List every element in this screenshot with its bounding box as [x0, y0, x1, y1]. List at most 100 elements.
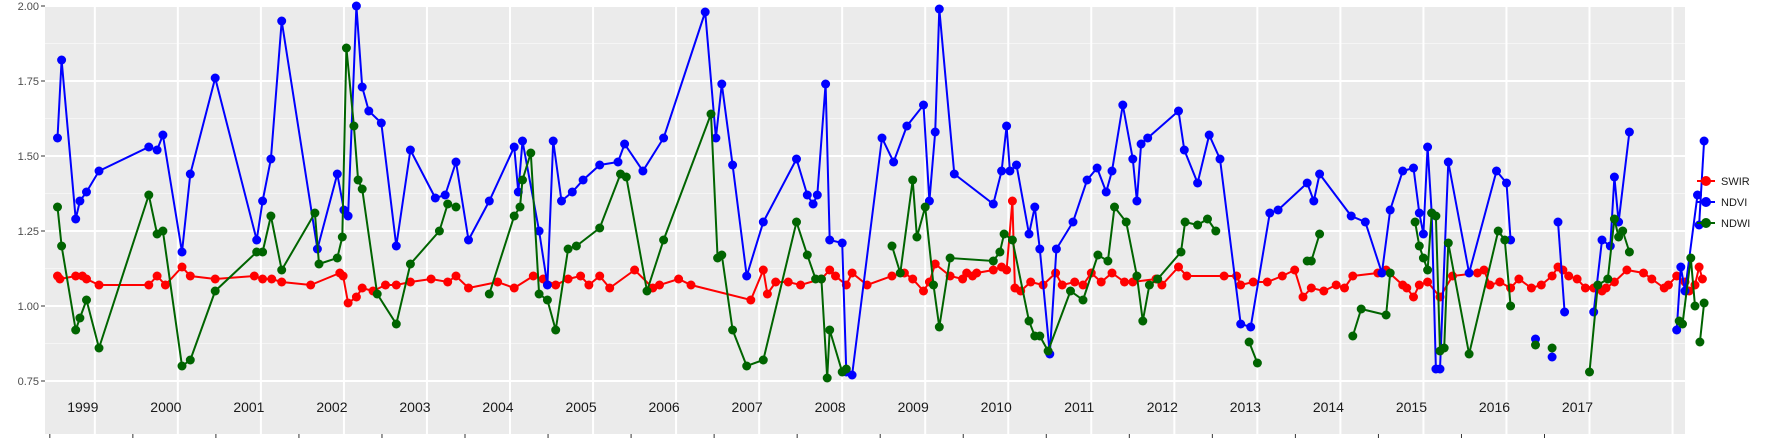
data-point [825, 325, 835, 335]
data-point [1236, 280, 1246, 290]
data-point [620, 139, 630, 149]
data-point [1495, 277, 1505, 287]
data-point [1193, 178, 1203, 188]
data-point [1663, 280, 1673, 290]
year-label: 2000 [150, 399, 181, 415]
year-label: 2016 [1479, 399, 1510, 415]
data-point [1514, 274, 1524, 284]
data-point [717, 79, 727, 89]
data-point [1215, 154, 1225, 164]
data-point [621, 172, 631, 182]
data-point [376, 118, 386, 128]
data-point [841, 364, 851, 374]
data-point [1078, 295, 1088, 305]
data-point [1103, 256, 1113, 266]
data-point [1597, 235, 1607, 245]
data-point [357, 283, 367, 293]
data-point [1002, 121, 1012, 131]
data-point [1043, 346, 1053, 356]
data-point [1298, 292, 1308, 302]
year-label: 2010 [981, 399, 1012, 415]
data-point [877, 133, 887, 143]
data-point [728, 325, 738, 335]
data-point [1306, 283, 1316, 293]
data-point [1697, 274, 1707, 284]
data-point [1609, 172, 1619, 182]
data-point [443, 277, 453, 287]
data-point [1306, 256, 1316, 266]
data-point [451, 271, 461, 281]
data-point [1204, 130, 1214, 140]
data-point [1443, 238, 1453, 248]
data-point [528, 271, 538, 281]
data-point [1506, 283, 1516, 293]
data-point [434, 226, 444, 236]
data-point [1423, 142, 1433, 152]
y-tick-label: 0.75 [18, 376, 39, 388]
y-tick-label: 1.50 [18, 151, 39, 163]
data-point [571, 241, 581, 251]
data-point [1536, 280, 1546, 290]
series-layer [53, 1, 1709, 383]
series-line [1351, 272, 1392, 337]
data-point [821, 79, 831, 89]
data-point [1348, 331, 1358, 341]
data-point [509, 142, 519, 152]
data-point [337, 232, 347, 242]
data-point [1107, 268, 1117, 278]
data-point [1136, 139, 1146, 149]
data-point [1414, 208, 1424, 218]
data-point [802, 250, 812, 260]
data-point [995, 247, 1005, 257]
data-point [1101, 187, 1111, 197]
data-point [808, 199, 818, 209]
data-point [1601, 283, 1611, 293]
data-point [655, 280, 664, 290]
year-label: 2007 [732, 399, 763, 415]
data-point [997, 166, 1007, 176]
data-point [1547, 271, 1557, 281]
year-label: 2002 [316, 399, 347, 415]
data-point [1118, 100, 1128, 110]
year-label: 2001 [233, 399, 264, 415]
data-point [742, 271, 752, 281]
data-point [1024, 229, 1034, 239]
data-point [1082, 175, 1092, 185]
legend-label: SWIR [1721, 176, 1750, 188]
y-axis: 0.75 1.00 1.25 1.50 1.75 2.00 [18, 1, 45, 388]
data-point [343, 298, 353, 308]
data-point [988, 256, 998, 266]
data-point [792, 217, 801, 227]
data-point [548, 136, 558, 146]
data-point [353, 175, 363, 185]
data-point [57, 241, 67, 251]
data-point [1464, 268, 1474, 278]
data-point [825, 265, 835, 275]
data-point [1423, 265, 1433, 275]
data-point [1144, 280, 1154, 290]
data-point [391, 280, 401, 290]
data-point [1211, 226, 1221, 236]
data-point [930, 127, 940, 137]
data-point [1377, 268, 1387, 278]
data-point [887, 241, 897, 251]
legend-key-point [1701, 176, 1711, 186]
data-point [306, 280, 316, 290]
data-point [75, 313, 85, 323]
data-point [567, 187, 577, 197]
data-point [185, 355, 195, 365]
data-point [889, 157, 899, 167]
data-point [1012, 160, 1021, 170]
data-point [144, 280, 154, 290]
data-point [82, 274, 91, 284]
data-point [277, 16, 287, 26]
data-point [1068, 217, 1078, 227]
data-point [1618, 226, 1628, 236]
series-line [56, 47, 457, 368]
data-point [1007, 196, 1017, 206]
year-label: 2011 [1064, 399, 1094, 415]
data-point [75, 196, 85, 206]
data-point [1262, 277, 1272, 287]
data-point [464, 283, 473, 293]
data-point [551, 280, 561, 290]
